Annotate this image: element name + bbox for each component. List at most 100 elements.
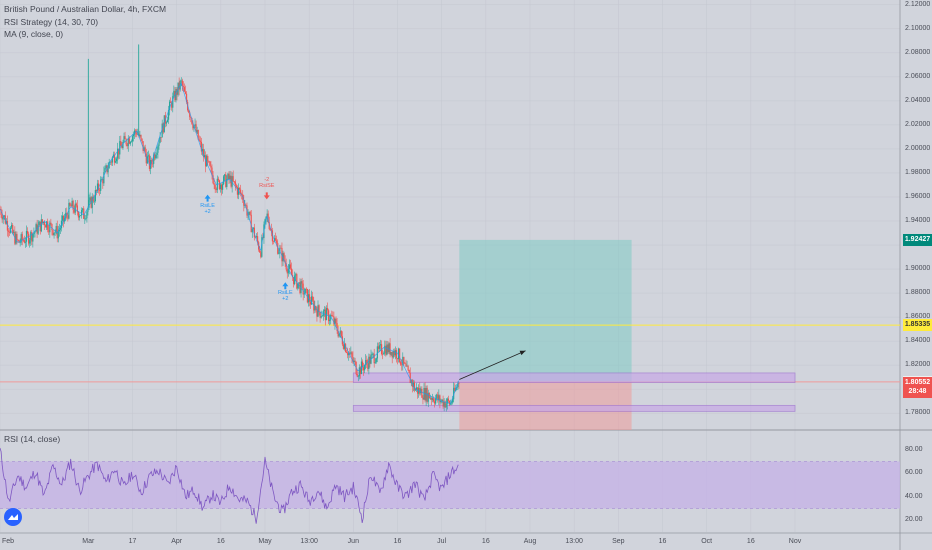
candle-body — [87, 207, 89, 212]
candle-body — [335, 318, 337, 324]
candle-body — [0, 209, 2, 215]
candle-body — [22, 240, 24, 241]
candle-body — [405, 363, 407, 367]
candle-body — [384, 345, 386, 354]
time-tick-label: 16 — [216, 538, 225, 545]
candle-body — [181, 80, 183, 87]
indicator-ma[interactable]: MA (9, close, 0) — [4, 29, 64, 39]
candle-body — [430, 397, 433, 400]
price-tick-label: 2.02000 — [905, 120, 931, 128]
candle-body — [23, 240, 25, 243]
candle-body — [159, 137, 161, 143]
candle-body — [399, 348, 401, 362]
candle-body — [124, 136, 126, 140]
candle-body — [71, 200, 73, 207]
candle-body — [217, 178, 219, 181]
candle-body — [130, 141, 133, 143]
candle-body — [211, 167, 213, 176]
candle-body — [182, 86, 184, 88]
candle-body — [17, 239, 19, 241]
candle-body — [209, 161, 211, 166]
time-tick-label: May — [258, 538, 272, 545]
candle-body — [264, 219, 266, 225]
symbol-title: British Pound / Australian Dollar, 4h, F… — [4, 4, 167, 14]
candle-body — [373, 353, 375, 364]
time-tick-label: Mar — [82, 538, 95, 545]
candle-body — [272, 241, 275, 242]
candle-body — [366, 359, 368, 364]
candle-body — [250, 214, 252, 233]
candle-body — [69, 203, 71, 206]
price-tick-label: 2.12000 — [905, 0, 931, 8]
candle-body — [385, 345, 387, 355]
rsi-band — [0, 461, 900, 509]
candle-body — [368, 356, 370, 369]
candle-body — [391, 351, 393, 358]
candle-body — [139, 135, 141, 137]
candle-body — [439, 395, 441, 403]
candle-body — [95, 189, 98, 192]
candle-body — [19, 242, 21, 244]
candle-body — [375, 358, 377, 362]
price-tag: 1.80552 — [903, 376, 932, 389]
candle-body — [30, 232, 32, 241]
candle-body — [180, 80, 182, 82]
candle-body — [86, 211, 88, 219]
rsi-pane-title[interactable]: RSI (14, close) — [4, 434, 61, 444]
indicator-rsi-strategy[interactable]: RSI Strategy (14, 30, 70) — [4, 17, 99, 27]
candle-body — [316, 310, 318, 317]
candle-body — [37, 225, 39, 234]
candle-body — [24, 241, 27, 243]
candle-body — [228, 173, 230, 180]
candle-body — [213, 183, 215, 186]
candle-body — [408, 369, 410, 373]
candle-body — [337, 330, 339, 337]
price-tag: 28:48 — [903, 386, 932, 399]
candle-body — [343, 343, 346, 349]
candle-body — [26, 231, 29, 234]
candle-body — [329, 319, 331, 322]
candle-body — [85, 218, 87, 219]
candle-body — [229, 175, 231, 180]
candle-body — [48, 229, 50, 233]
time-tick-label: Sep — [612, 538, 625, 545]
candle-body — [441, 399, 443, 401]
candle-body — [245, 204, 247, 206]
candle-body — [265, 216, 267, 220]
candle-body — [308, 294, 311, 302]
candle-body — [390, 351, 392, 355]
candle-body — [311, 296, 313, 305]
candle-body — [267, 213, 269, 222]
candle-body — [192, 123, 194, 129]
tradingview-logo-icon[interactable] — [4, 508, 22, 526]
candle-body — [223, 176, 225, 185]
candle-body — [318, 305, 320, 313]
candle-body — [244, 204, 246, 206]
time-tick-label: Feb — [1, 538, 15, 545]
ma-line — [0, 82, 460, 404]
candle-body — [112, 154, 115, 158]
price-tag: 1.85335 — [903, 319, 932, 332]
candle-body — [351, 352, 353, 358]
candle-body — [88, 200, 90, 208]
candle-body — [358, 367, 360, 377]
candle-body — [365, 359, 367, 366]
candle-body — [82, 208, 84, 211]
candle-body — [226, 179, 228, 187]
candle-body — [261, 237, 263, 257]
support-zone-2 — [352, 404, 796, 412]
candle-body — [103, 172, 105, 184]
rsi-tick-label: 20.00 — [905, 516, 923, 524]
candle-body — [383, 353, 385, 355]
candle-body — [143, 147, 145, 151]
candle-body — [61, 215, 64, 221]
candle-body — [57, 231, 59, 239]
candle-body — [389, 343, 391, 355]
short-signal-arrow-icon — [263, 192, 270, 200]
candle-body — [323, 309, 325, 311]
candle-body — [220, 184, 223, 190]
candle-body — [200, 141, 202, 152]
candle-body — [29, 240, 31, 244]
